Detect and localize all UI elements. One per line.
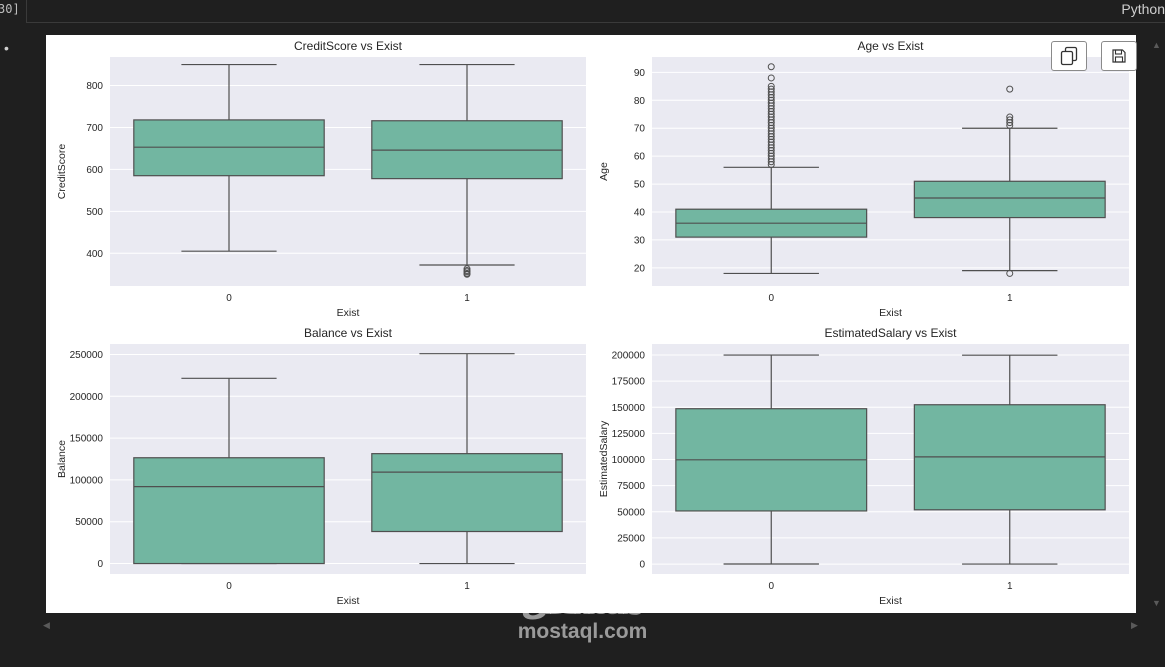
y-tick-label: 175000 <box>612 377 646 388</box>
cell-execution-label: 30] <box>0 2 20 16</box>
y-tick-label: 50000 <box>617 507 645 518</box>
y-tick-label: 50 <box>634 180 646 191</box>
y-tick-label: 125000 <box>612 429 646 440</box>
cell-output: 400 500 600 700 800 0 1 CreditScore vs Exist Exi… <box>46 35 1137 613</box>
copy-icon <box>1060 46 1078 66</box>
box-iqr <box>133 457 325 565</box>
outlier-point <box>767 63 775 71</box>
y-tick-label: 90 <box>634 68 646 79</box>
y-tick-label: 25000 <box>617 533 645 544</box>
watermark-latin: mostaql.com <box>517 620 648 643</box>
subplot-3: 0 50000 100000 150000 200000 250000 0 1 Balance … <box>56 326 586 607</box>
x-tick-label: 0 <box>226 581 232 592</box>
x-axis-label: Exist <box>337 307 360 319</box>
x-axis-label: Exist <box>337 595 360 607</box>
x-tick-label: 1 <box>1007 293 1013 304</box>
y-tick-label: 40 <box>634 207 646 218</box>
output-collapse-marker[interactable]: • <box>4 40 9 56</box>
scroll-up-arrow-icon[interactable]: ▲ <box>1152 40 1161 50</box>
box-iqr <box>133 119 325 177</box>
outlier-point <box>1006 116 1014 124</box>
box-iqr <box>371 453 563 533</box>
y-tick-label: 75000 <box>617 481 645 492</box>
y-tick-label: 50000 <box>75 517 103 528</box>
chart-title: Balance vs Exist <box>304 326 393 340</box>
scroll-down-arrow-icon[interactable]: ▼ <box>1152 598 1161 608</box>
y-tick-label: 600 <box>86 165 103 176</box>
scroll-right-arrow-icon[interactable]: ▶ <box>1131 620 1138 630</box>
box-0 <box>133 63 325 252</box>
box-0 <box>133 377 325 565</box>
plot-area <box>652 57 1129 286</box>
scroll-left-arrow-icon[interactable]: ◀ <box>43 620 50 630</box>
y-tick-label: 100000 <box>612 455 646 466</box>
box-0 <box>675 63 868 275</box>
copy-output-button[interactable] <box>1051 41 1087 71</box>
box-0 <box>675 354 868 565</box>
y-tick-label: 30 <box>634 235 646 246</box>
language-label[interactable]: Python <box>1121 1 1165 17</box>
y-tick-label: 400 <box>86 249 103 260</box>
outlier-point <box>767 82 775 90</box>
y-tick-label: 70 <box>634 124 646 135</box>
save-icon <box>1112 49 1126 63</box>
box-1 <box>913 85 1106 277</box>
x-tick-label: 1 <box>1007 581 1013 592</box>
y-tick-label: 250000 <box>70 350 104 361</box>
x-tick-label: 0 <box>768 293 774 304</box>
y-tick-label: 150000 <box>612 403 646 414</box>
y-axis-label: Balance <box>56 440 68 478</box>
y-tick-label: 100000 <box>70 475 104 486</box>
subplot-4: 0 25000 50000 75000 100000 125000 150000 175000… <box>598 326 1129 607</box>
x-axis-label: Exist <box>879 307 902 319</box>
subplot-1: 400 500 600 700 800 0 1 CreditScore vs Exist Exi… <box>56 39 586 319</box>
x-tick-label: 1 <box>464 293 470 304</box>
subplot-2: 20 30 40 50 60 70 80 90 0 1 Age vs Exist Exist Age <box>598 39 1129 319</box>
save-output-button[interactable] <box>1101 41 1137 71</box>
y-tick-label: 80 <box>634 96 646 107</box>
chart-title: Age vs Exist <box>857 39 924 53</box>
chart-title: CreditScore vs Exist <box>294 39 403 53</box>
y-tick-label: 20 <box>634 263 646 274</box>
box-iqr <box>913 180 1106 219</box>
chart-title: EstimatedSalary vs Exist <box>824 326 957 340</box>
box-1 <box>913 354 1106 565</box>
y-axis-label: EstimatedSalary <box>598 420 610 497</box>
x-tick-label: 0 <box>226 293 232 304</box>
y-tick-label: 500 <box>86 207 103 218</box>
cell-input-area[interactable] <box>26 0 1165 23</box>
outlier-point <box>463 270 471 278</box>
y-tick-label: 200000 <box>70 392 104 403</box>
x-tick-label: 0 <box>768 581 774 592</box>
y-tick-label: 0 <box>97 559 103 570</box>
y-tick-label: 200000 <box>612 350 646 361</box>
y-axis-label: Age <box>598 162 610 181</box>
y-tick-label: 60 <box>634 152 646 163</box>
box-1 <box>371 353 563 565</box>
x-axis-label: Exist <box>879 595 902 607</box>
y-tick-label: 0 <box>639 560 645 571</box>
y-tick-label: 700 <box>86 123 103 134</box>
y-tick-label: 150000 <box>70 434 104 445</box>
y-tick-label: 800 <box>86 81 103 92</box>
outlier-point <box>767 85 775 93</box>
outlier-point <box>1006 269 1014 277</box>
outlier-point <box>767 74 775 82</box>
x-tick-label: 1 <box>464 581 470 592</box>
box-1 <box>371 63 563 278</box>
outlier-point <box>1006 113 1014 121</box>
outlier-point <box>1006 85 1014 93</box>
y-axis-label: CreditScore <box>56 144 68 200</box>
